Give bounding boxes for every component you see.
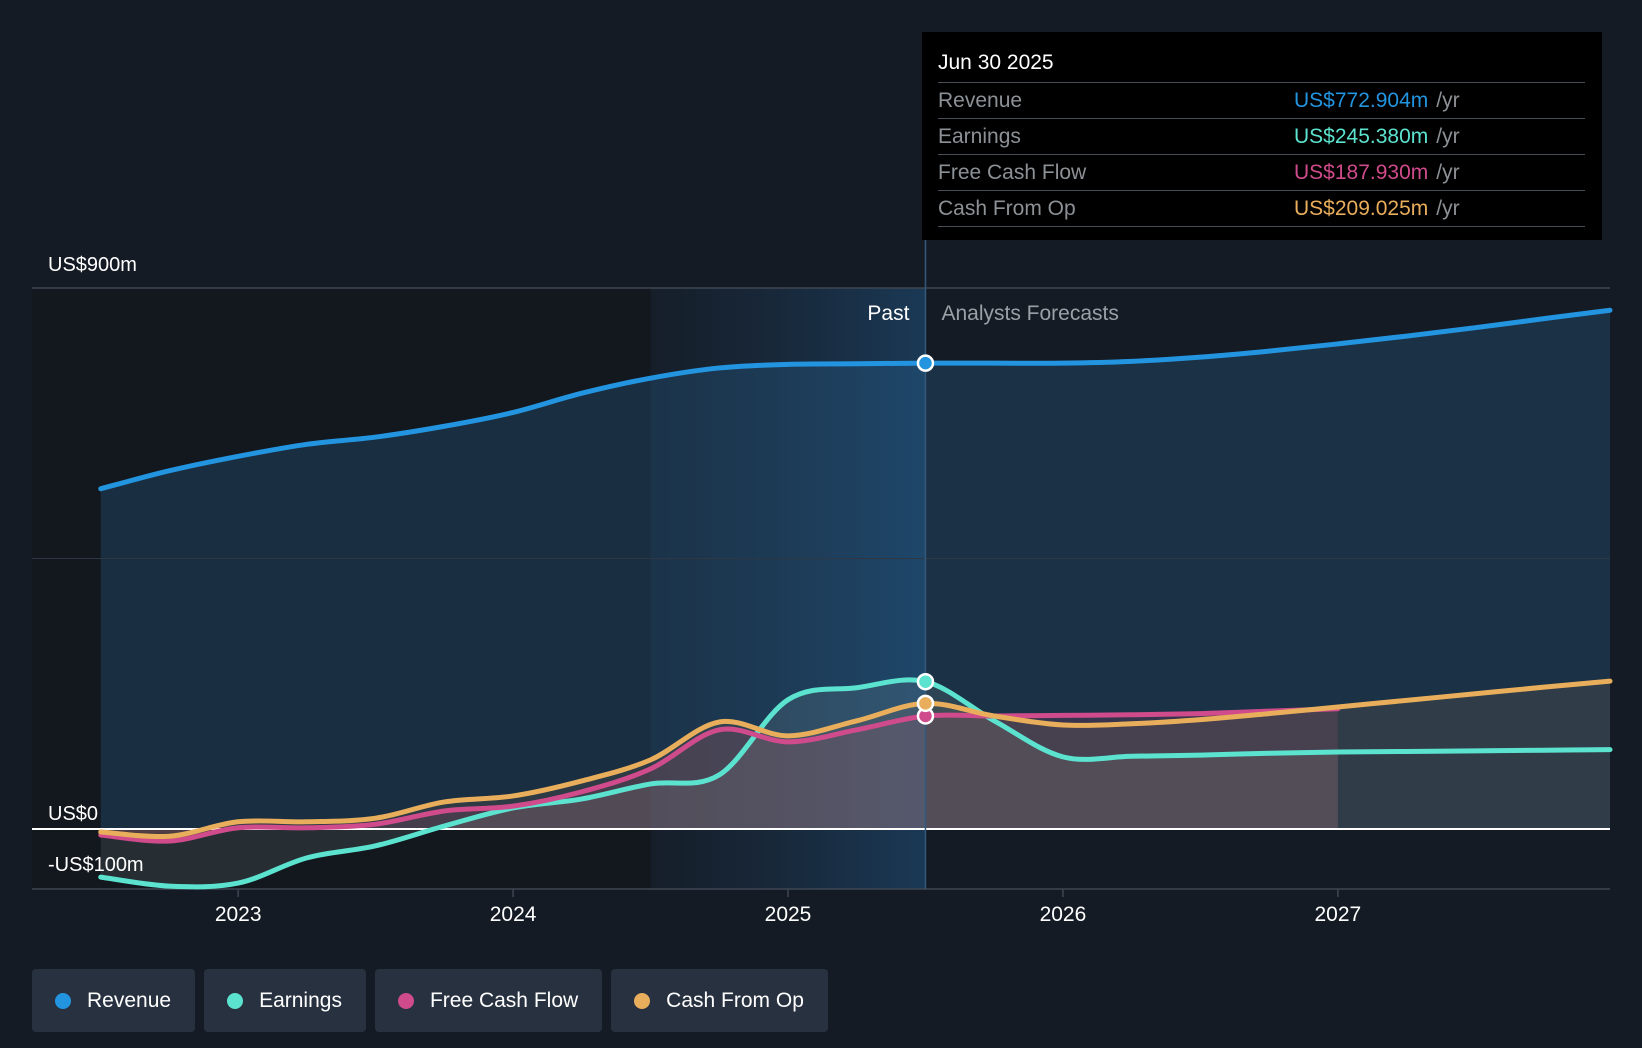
tooltip-label: Earnings (938, 125, 1021, 148)
area-fill-cash-from-op (100, 681, 1610, 837)
y-axis-label: -US$100m (48, 854, 144, 876)
line-cash-from-op (98, 678, 1613, 840)
y-axis-label: US$0 (48, 803, 98, 825)
legend-label: Free Cash Flow (429, 988, 579, 1012)
legend: Revenue Earnings Free Cash Flow Cash Fro… (32, 969, 828, 1032)
x-tick-label: 2027 (1314, 903, 1361, 926)
marker-earnings[interactable] (916, 672, 935, 691)
x-tick-label: 2026 (1040, 903, 1087, 926)
x-tick-label: 2023 (215, 903, 262, 926)
legend-label: Cash From Op (666, 988, 804, 1012)
legend-item-revenue[interactable]: Revenue (32, 969, 196, 1032)
tooltip-value: US$245.380m (1294, 125, 1429, 148)
cash-from-op-dot-icon (634, 992, 651, 1009)
tooltip-value: US$772.904m (1294, 89, 1429, 112)
x-tick-label: 2025 (765, 903, 812, 926)
tooltip-unit: /yr (1436, 161, 1460, 184)
tooltip-label: Cash From Op (938, 197, 1076, 220)
free-cash-flow-dot-icon (397, 992, 414, 1009)
earnings-dot-icon (227, 992, 244, 1009)
tooltip-row-earnings: Earnings US$245.380m /yr (938, 118, 1585, 154)
legend-item-earnings[interactable]: Earnings (204, 969, 366, 1032)
legend-label: Revenue (87, 988, 172, 1012)
tooltip-unit: /yr (1436, 89, 1460, 112)
x-tick-label: 2024 (490, 903, 537, 926)
past-label: Past (867, 302, 909, 325)
y-axis-label: US$900m (48, 254, 137, 276)
tooltip-label: Free Cash Flow (938, 161, 1087, 184)
tooltip-unit: /yr (1436, 125, 1460, 148)
tooltip-row-free-cash-flow: Free Cash Flow US$187.930m /yr (938, 154, 1585, 190)
marker-revenue[interactable] (916, 354, 935, 372)
tooltip-label: Revenue (938, 89, 1023, 112)
tooltip-value: US$209.025m (1294, 197, 1429, 220)
area-fill-revenue (100, 310, 1610, 830)
tooltip-value: US$187.930m (1294, 161, 1429, 184)
legend-label: Earnings (259, 988, 342, 1012)
line-free-cash-flow (98, 706, 1341, 844)
tooltip-row-cash-from-op: Cash From Op US$209.025m /yr (938, 190, 1585, 227)
marker-cash-from-op[interactable] (916, 694, 935, 713)
forecast-label: Analysts Forecasts (941, 302, 1118, 325)
tooltip-unit: /yr (1436, 197, 1460, 220)
revenue-dot-icon (55, 992, 71, 1009)
legend-item-free-cash-flow[interactable]: Free Cash Flow (374, 969, 603, 1032)
past-highlight-region (650, 288, 926, 889)
tooltip: Jun 30 2025 Revenue US$772.904m /yr Earn… (922, 32, 1602, 240)
line-revenue (98, 307, 1613, 492)
tooltip-date: Jun 30 2025 (938, 51, 1054, 74)
line-earnings (98, 677, 1613, 890)
legend-item-cash-from-op[interactable]: Cash From Op (611, 969, 828, 1032)
tooltip-row-revenue: Revenue US$772.904m /yr (938, 82, 1585, 118)
